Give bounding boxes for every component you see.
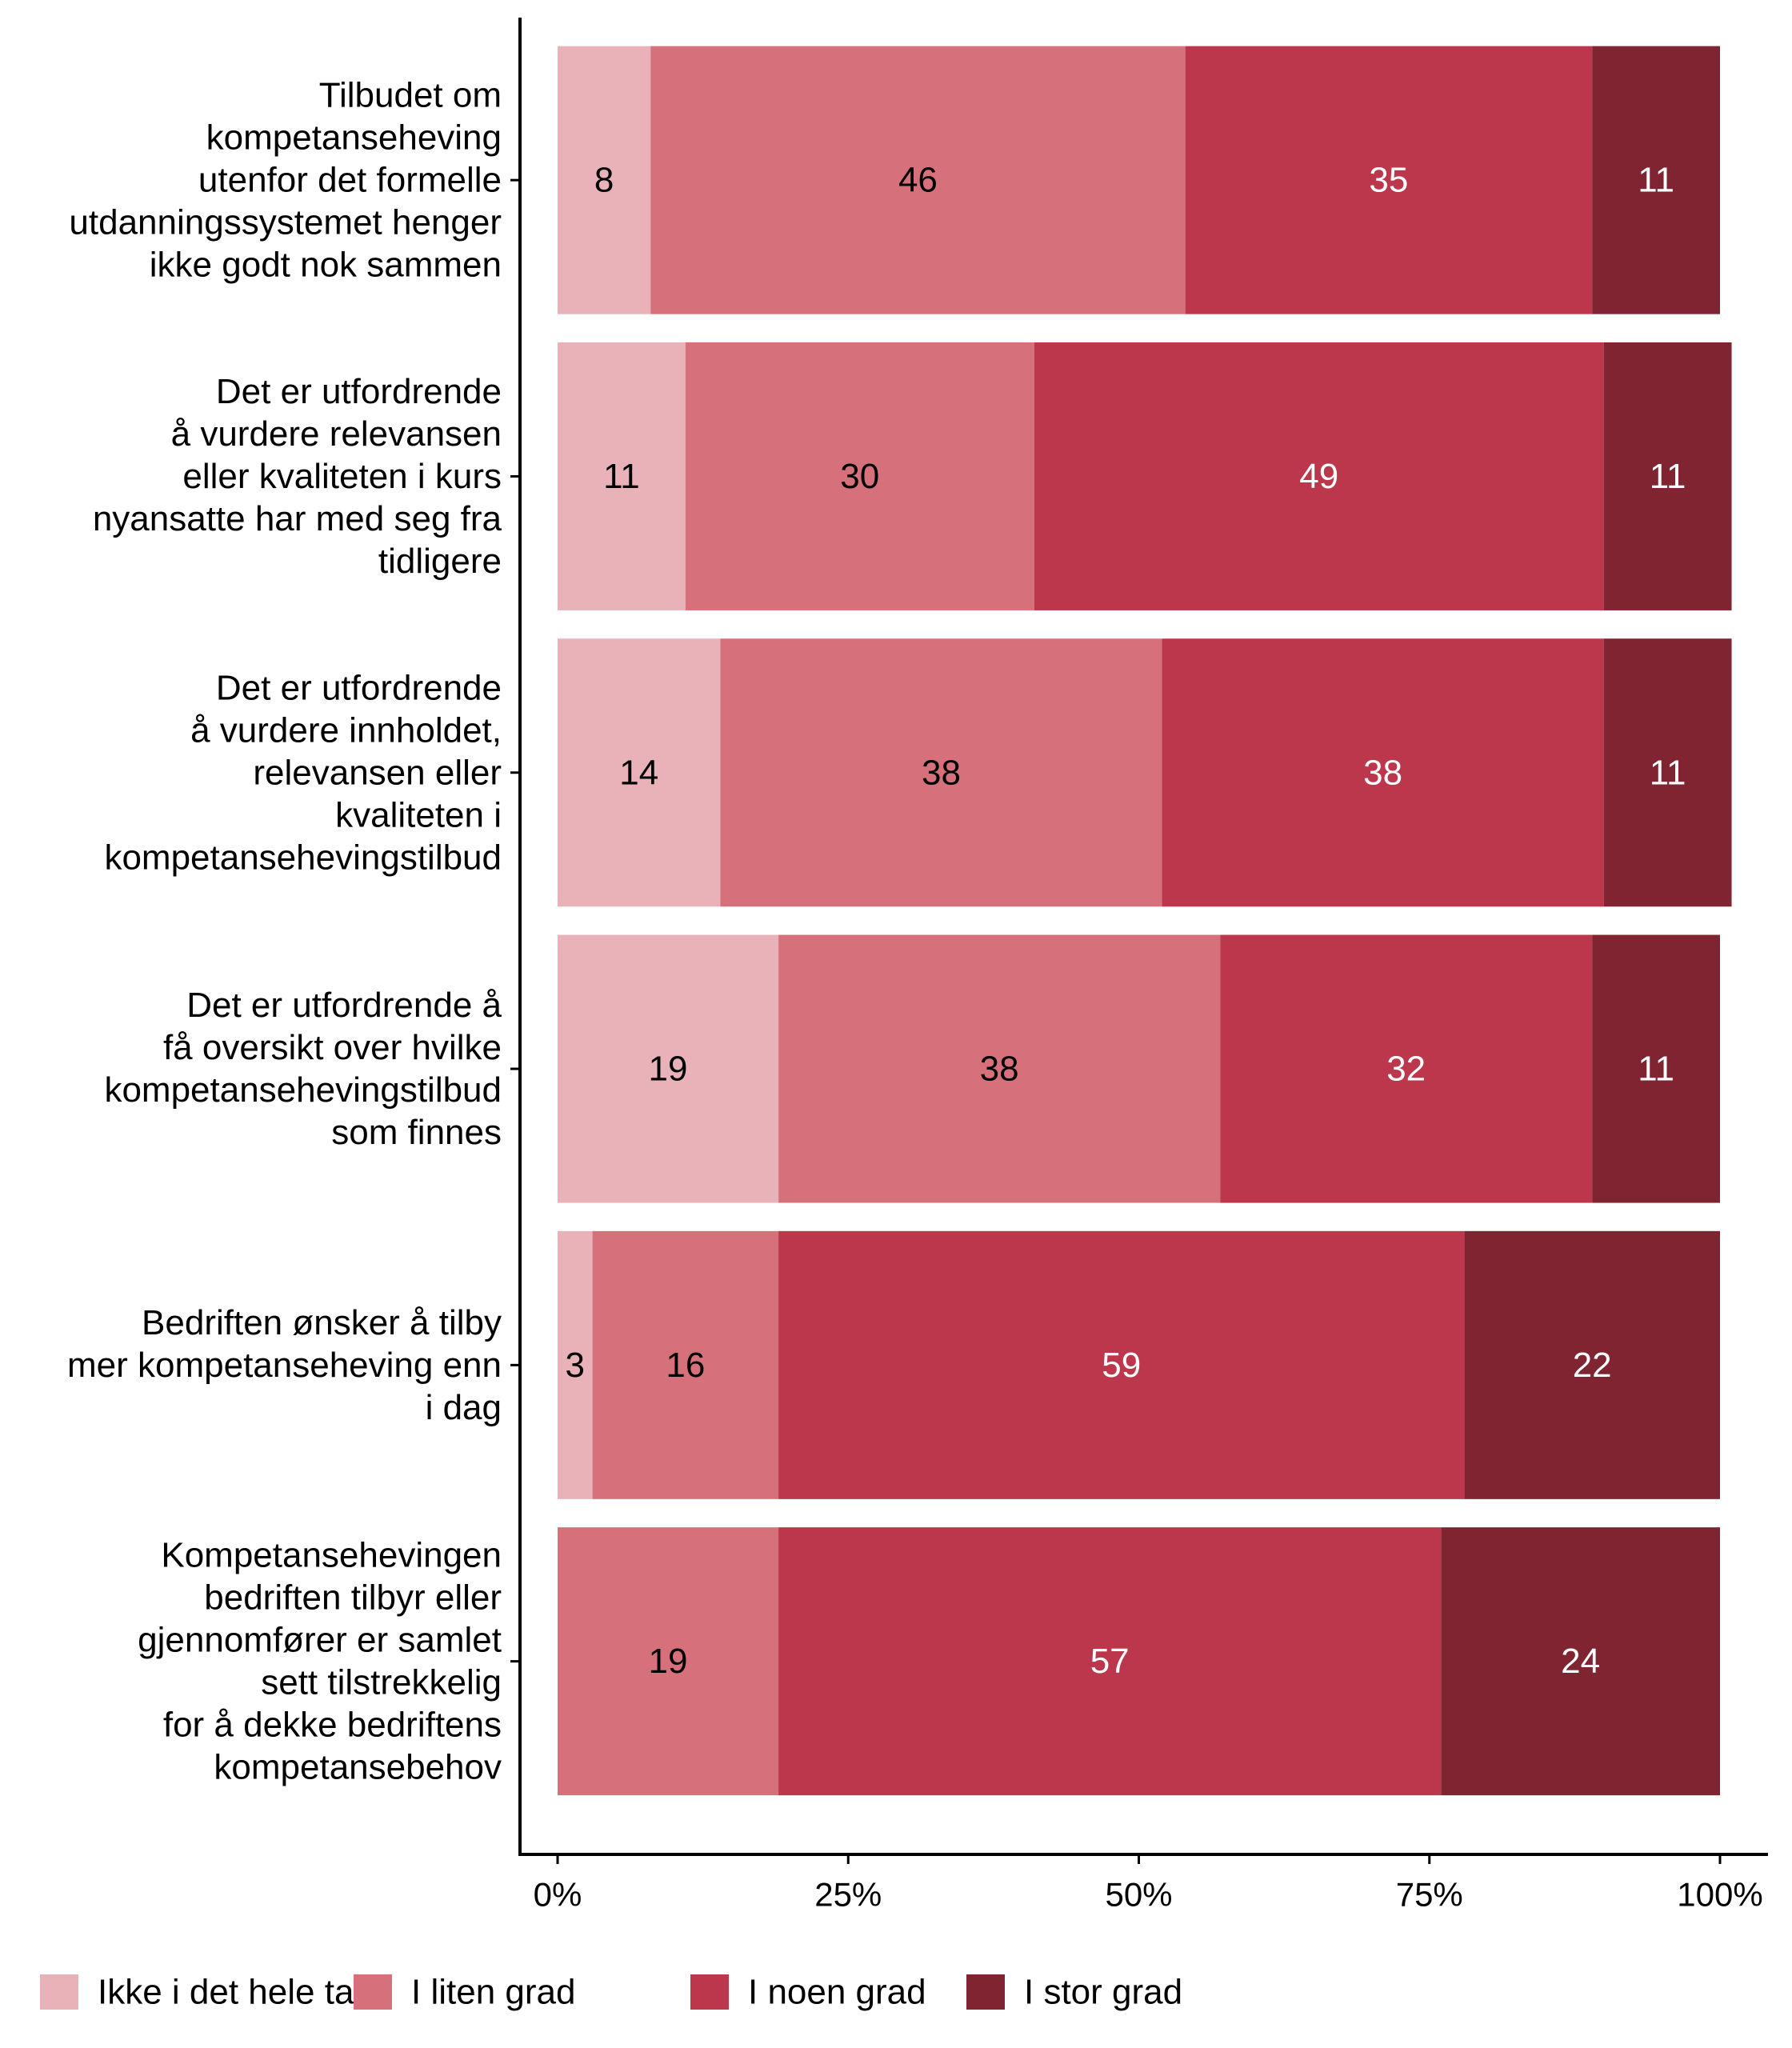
bar-segment	[1220, 934, 1593, 1203]
data-label: 38	[980, 1050, 1019, 1089]
bar-segment	[558, 1230, 593, 1499]
x-tick-label: 75%	[1396, 1876, 1463, 1914]
category-label-line: å vurdere innholdet,	[190, 710, 502, 750]
bar-segment	[1464, 1230, 1720, 1499]
bar-segment	[1162, 638, 1604, 907]
bar-segment	[558, 638, 721, 907]
x-tick-label: 100%	[1677, 1876, 1762, 1914]
category-label: Tilbudet om kompetanseheving utenfor det f…	[69, 76, 502, 285]
data-label: 30	[840, 457, 879, 496]
data-label: 8	[594, 161, 614, 200]
data-label: 14	[619, 753, 658, 792]
data-label: 35	[1369, 161, 1408, 200]
bar-segment	[778, 1230, 1465, 1499]
bar-segment	[1034, 342, 1604, 610]
category-label-line: Det er utfordrende	[216, 372, 502, 411]
legend-label: Ikke i det hele tatt	[98, 1973, 374, 2012]
data-label: 49	[1299, 457, 1338, 496]
category-label-line: bedriften tilbyr eller	[204, 1578, 502, 1618]
bar-segment	[1441, 1527, 1720, 1796]
x-axis: 0% 25% 50% 75% 100%	[518, 1853, 1768, 1914]
category-label-line: få oversikt over hvilke	[163, 1028, 502, 1067]
category-label-line: kompetansehevingstilbud	[104, 1070, 502, 1110]
bar-segment	[1603, 638, 1732, 907]
data-label: 11	[1650, 457, 1686, 496]
bar-segment	[592, 1230, 779, 1499]
bar-segment	[1592, 934, 1720, 1203]
category-label-line: ikke godt nok sammen	[150, 246, 502, 285]
x-tick-label: 50%	[1105, 1876, 1172, 1914]
bar-segment	[558, 934, 779, 1203]
legend-swatch	[690, 1974, 729, 2010]
data-label: 11	[1638, 1050, 1674, 1089]
category-label-line: kompetansehevingstilbud	[104, 838, 502, 877]
bar-segment	[720, 638, 1162, 907]
category-label: Kompetansehevingen bedriften tilbyr eller…	[138, 1536, 502, 1787]
category-label-line: mer kompetanseheving enn	[67, 1346, 502, 1385]
data-label: 32	[1386, 1050, 1426, 1089]
category-label-line: som finnes	[331, 1113, 502, 1152]
category-label-line: for å dekke bedriftens	[163, 1706, 502, 1745]
bar-segment	[1603, 342, 1732, 610]
category-label-line: nyansatte har med seg fra	[93, 499, 502, 538]
legend-label: I liten grad	[411, 1973, 575, 2012]
category-label-line: Tilbudet om	[319, 76, 502, 115]
data-label: 38	[1363, 753, 1402, 792]
data-label: 24	[1561, 1642, 1600, 1681]
category-label-line: Bedriften ønsker å tilby	[142, 1303, 502, 1342]
category-label-line: tidligere	[378, 542, 502, 581]
bar-segment	[1185, 46, 1593, 314]
category-label-line: Det er utfordrende	[216, 668, 502, 707]
category-label: Det er utfordrende å vurdere relevansen el…	[93, 372, 502, 581]
category-label-line: kvaliteten i	[335, 795, 502, 834]
category-label: Det er utfordrende å få oversikt over hvi…	[104, 986, 502, 1152]
bar-labels-layer: 8 46 35 11 11 30 49 11 14 38 38 11 19 38 32 11 3 16 59 22 19…	[566, 161, 1686, 1681]
x-tick-label: 25%	[814, 1876, 882, 1914]
legend-label: I noen grad	[748, 1973, 926, 2012]
bar-segment	[558, 1527, 779, 1796]
bar-segment	[778, 934, 1221, 1203]
bar-segment	[778, 1527, 1442, 1796]
data-label: 57	[1090, 1642, 1130, 1681]
data-label: 46	[898, 161, 938, 200]
category-label-line: i dag	[426, 1388, 502, 1427]
legend-label: I stor grad	[1024, 1973, 1182, 2012]
data-label: 3	[566, 1346, 585, 1385]
bar-segment	[558, 342, 686, 610]
category-label-line: kompetanseheving	[206, 118, 502, 158]
category-label-line: sett tilstrekkelig	[261, 1663, 502, 1702]
category-label-line: utdanningssystemet henger	[69, 203, 502, 242]
legend-swatch	[40, 1974, 78, 2010]
data-label: 38	[922, 753, 961, 792]
legend: Ikke i det hele tatt I liten grad I noen g…	[40, 1973, 1182, 2012]
category-label-line: å vurdere relevansen	[171, 414, 502, 454]
bar-segment	[558, 46, 651, 314]
bars-layer	[558, 46, 1732, 1796]
data-label: 59	[1102, 1346, 1141, 1385]
legend-swatch	[354, 1974, 392, 2010]
category-label-line: utenfor det formelle	[198, 161, 502, 200]
category-label: Det er utfordrende å vurdere innholdet, re…	[104, 668, 502, 877]
category-label-line: relevansen eller	[253, 753, 502, 792]
bar-segment	[650, 46, 1186, 314]
data-label: 19	[649, 1642, 688, 1681]
data-label: 11	[1650, 753, 1686, 792]
y-axis: Tilbudet om kompetanseheving utenfor det f…	[67, 18, 522, 1854]
x-tick-label: 0%	[534, 1876, 582, 1914]
data-label: 11	[603, 457, 640, 496]
category-label-line: kompetansebehov	[214, 1748, 502, 1787]
data-label: 19	[649, 1050, 688, 1089]
legend-swatch	[966, 1974, 1005, 2010]
category-label: Bedriften ønsker å tilby mer kompetansehe…	[67, 1303, 502, 1427]
category-label-line: eller kvaliteten i kurs	[182, 457, 502, 496]
bar-segment	[685, 342, 1034, 610]
category-label-line: Det er utfordrende å	[186, 986, 502, 1025]
bar-segment	[1592, 46, 1720, 314]
category-label-line: gjennomfører er samlet	[138, 1621, 502, 1660]
data-label: 16	[666, 1346, 705, 1385]
data-label: 22	[1573, 1346, 1612, 1385]
data-label: 11	[1638, 161, 1674, 200]
category-label-line: Kompetansehevingen	[161, 1536, 502, 1575]
